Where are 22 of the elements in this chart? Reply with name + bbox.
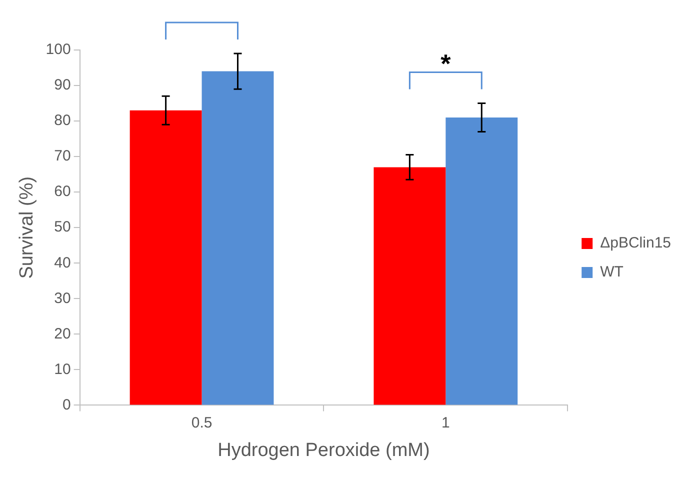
bar [130, 110, 202, 405]
bar [202, 71, 274, 405]
x-axis-title: Hydrogen Peroxide (mM) [218, 440, 430, 461]
y-tick-label: 0 [62, 396, 71, 414]
y-tick-label: 80 [54, 112, 71, 130]
y-tick-label: 70 [54, 148, 71, 165]
annotation: * [440, 48, 452, 78]
x-tick-label: 1 [441, 414, 450, 432]
y-tick-label: 60 [54, 183, 71, 200]
y-tick-label: 20 [54, 325, 71, 342]
y-tick-label: 50 [54, 218, 71, 236]
y-tick-label: 90 [54, 76, 71, 94]
bar [374, 167, 446, 405]
x-tick-label: 0.5 [191, 414, 212, 432]
y-tick-label: 10 [54, 360, 71, 378]
bar [446, 117, 518, 405]
y-axis-title: Survival (%) [16, 176, 38, 279]
y-tick-label: 30 [54, 290, 71, 307]
y-tick-label: 40 [54, 254, 71, 272]
y-tick-label: 100 [46, 41, 71, 58]
legend-label: WT [600, 264, 624, 281]
legend-label: ΔpBClin15 [600, 234, 672, 252]
